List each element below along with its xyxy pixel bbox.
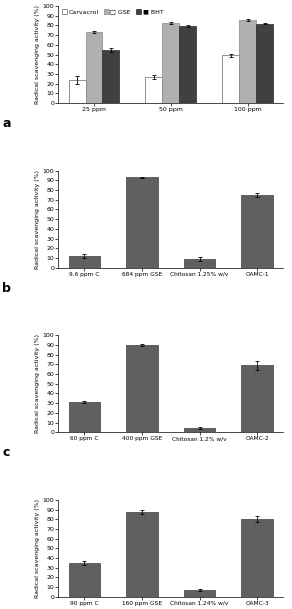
Y-axis label: Radical scavenging activity (%): Radical scavenging activity (%) (35, 499, 40, 598)
Bar (86, 32, 102, 103)
Bar (184, 259, 215, 267)
Bar (69, 256, 100, 267)
Bar (179, 26, 196, 103)
Bar (184, 590, 215, 597)
Bar (126, 177, 158, 267)
Text: a: a (2, 117, 11, 130)
Text: b: b (2, 282, 11, 295)
Bar (241, 365, 273, 432)
Bar (69, 402, 100, 432)
Bar (126, 512, 158, 597)
Y-axis label: Radical scavenging activity (%): Radical scavenging activity (%) (35, 5, 40, 104)
Bar (256, 24, 273, 103)
Bar (145, 77, 162, 103)
Bar (184, 428, 215, 432)
Bar (241, 195, 273, 267)
Text: c: c (2, 446, 10, 459)
Bar (69, 563, 100, 597)
Bar (69, 80, 86, 103)
Y-axis label: Radical scavenging activity (%): Radical scavenging activity (%) (35, 334, 40, 433)
Y-axis label: Radical scavenging activity (%): Radical scavenging activity (%) (35, 170, 40, 269)
Legend: Carvacrol, □ GSE, ■ BHT: Carvacrol, □ GSE, ■ BHT (62, 9, 164, 15)
Bar (162, 23, 179, 103)
Bar (102, 50, 119, 103)
Bar (222, 55, 239, 103)
Bar (126, 345, 158, 432)
Bar (239, 19, 256, 103)
Bar (241, 519, 273, 597)
